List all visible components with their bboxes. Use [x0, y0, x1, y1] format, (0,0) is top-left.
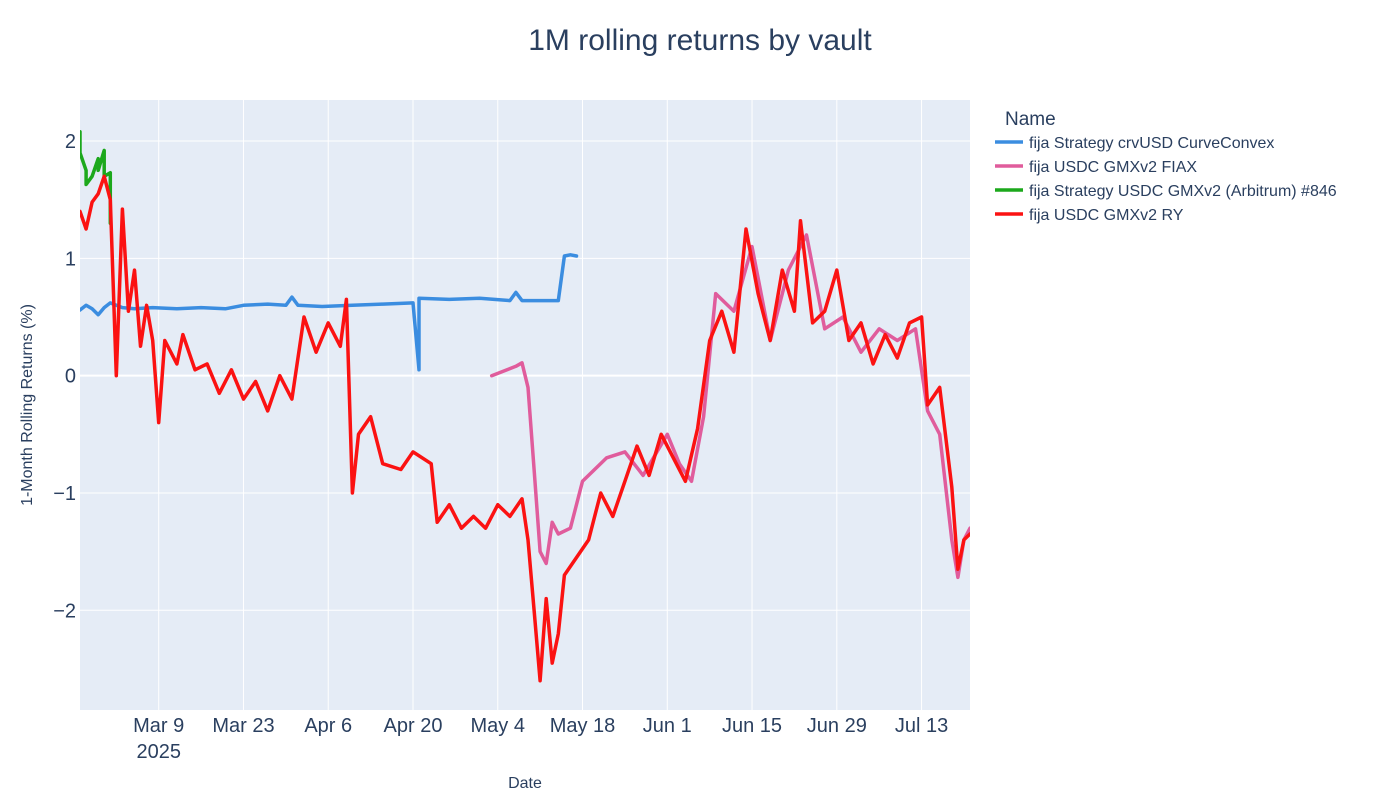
x-axis-ticks: Mar 9 2025 Mar 23 Apr 6 Apr 20 May 4 May 18 Jun… [133, 715, 948, 763]
legend-item-1[interactable]: fija Strategy crvUSD CurveConvex [995, 135, 1274, 152]
legend-item-2[interactable]: fija USDC GMXv2 FIAX [995, 159, 1197, 176]
x-tick-label: Mar 23 [212, 715, 274, 737]
gridlines [80, 100, 970, 710]
legend[interactable]: Name fija Strategy crvUSD CurveConvex fij… [995, 109, 1337, 224]
legend-label: fija USDC GMXv2 RY [1029, 207, 1184, 224]
series-layer [80, 129, 970, 683]
y-tick-label: 1 [65, 248, 76, 270]
chart-title: 1M rolling returns by vault [528, 24, 872, 57]
y-tick-label: 2 [65, 131, 76, 153]
x-tick-label: Jun 15 [722, 715, 782, 737]
series-line-3[interactable] [80, 129, 113, 225]
x-tick-label: Apr 6 [304, 715, 352, 737]
series-line-4[interactable] [80, 174, 970, 683]
x-axis-title: Date [508, 775, 542, 792]
x-tick-label: Jun 1 [643, 715, 692, 737]
y-tick-label: −2 [53, 600, 76, 622]
legend-label: fija Strategy USDC GMXv2 (Arbitrum) #846 [1029, 183, 1337, 200]
series-line-2[interactable] [489, 233, 970, 580]
legend-label: fija USDC GMXv2 FIAX [1029, 159, 1197, 176]
legend-label: fija Strategy crvUSD CurveConvex [1029, 135, 1274, 152]
x-tick-label: Mar 9 [133, 715, 184, 737]
legend-item-3[interactable]: fija Strategy USDC GMXv2 (Arbitrum) #846 [995, 183, 1337, 200]
y-axis-title: 1-Month Rolling Returns (%) [19, 304, 36, 506]
y-axis-ticks: 2 1 0 −1 −2 [53, 131, 76, 622]
legend-title: Name [1005, 109, 1056, 130]
x-tick-label: Jul 13 [895, 715, 948, 737]
y-tick-label: 0 [65, 366, 76, 388]
x-tick-sublabel: 2025 [136, 741, 181, 763]
plot-area [80, 100, 970, 710]
x-tick-label: May 18 [550, 715, 616, 737]
y-tick-label: −1 [53, 483, 76, 505]
x-tick-label: Jun 29 [807, 715, 867, 737]
legend-item-4[interactable]: fija USDC GMXv2 RY [995, 207, 1184, 224]
x-tick-label: May 4 [471, 715, 525, 737]
x-tick-label: Apr 20 [384, 715, 443, 737]
